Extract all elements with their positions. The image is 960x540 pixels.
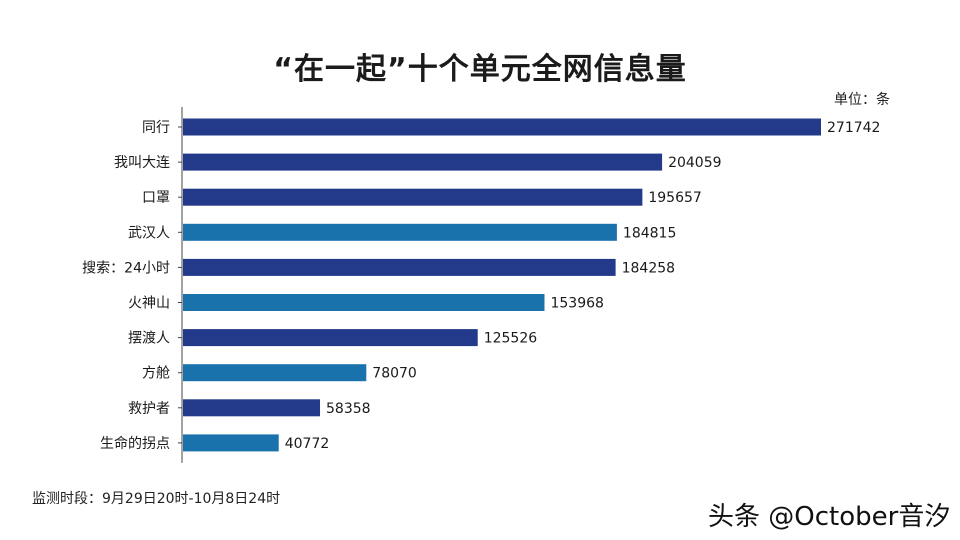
bar	[183, 223, 617, 241]
category-label: 方舱	[142, 366, 170, 382]
value-label: 40772	[285, 436, 330, 452]
category-label: 武汉人	[128, 225, 170, 241]
value-label: 184258	[622, 260, 675, 276]
bar	[183, 399, 321, 417]
category-label: 摆渡人	[128, 331, 170, 347]
value-label: 204059	[668, 155, 721, 171]
bar	[183, 329, 478, 347]
bar-row: 摆渡人 125526	[128, 329, 537, 347]
monitoring-period: 监测时段：9月29日20时-10月8日24时	[32, 491, 281, 507]
unit-label: 单位：条	[834, 92, 890, 108]
bar-row: 搜索：24小时 184258	[82, 258, 675, 276]
value-label: 125526	[484, 331, 538, 347]
value-label: 195657	[648, 190, 701, 206]
value-label: 153968	[550, 296, 603, 312]
bar-row: 救护者 58358	[128, 399, 371, 417]
bar-row: 火神山 153968	[128, 294, 604, 312]
bar-row: 同行 271742	[142, 118, 880, 136]
bars-layer: 同行 271742 我叫大连 204059 口罩 195657 武汉人 184815 搜索：24…	[82, 118, 880, 452]
category-label: 我叫大连	[114, 155, 170, 171]
value-label: 271742	[827, 120, 880, 136]
category-label: 搜索：24小时	[82, 259, 170, 276]
bar	[183, 434, 279, 452]
bar-row: 方舱 78070	[142, 364, 417, 382]
bar-row: 口罩 195657	[142, 188, 702, 206]
category-label: 口罩	[142, 190, 170, 206]
category-label: 火神山	[128, 296, 170, 312]
bar-row: 我叫大连 204059	[114, 153, 722, 171]
bar	[183, 294, 545, 311]
category-label: 救护者	[128, 401, 170, 417]
watermark: 头条 @October音汐	[708, 502, 951, 532]
bar-row: 生命的拐点 40772	[100, 434, 329, 452]
bar	[183, 153, 663, 171]
category-label: 同行	[142, 120, 170, 136]
bar	[183, 258, 616, 276]
bar	[183, 188, 643, 206]
bar	[183, 364, 367, 382]
bar	[183, 118, 821, 136]
value-label: 78070	[372, 366, 417, 382]
bar-row: 武汉人 184815	[128, 223, 676, 241]
chart-title: “在一起”十个单元全网信息量	[273, 52, 687, 87]
value-label: 184815	[623, 225, 676, 241]
value-label: 58358	[326, 401, 371, 417]
category-label: 生命的拐点	[100, 435, 170, 452]
